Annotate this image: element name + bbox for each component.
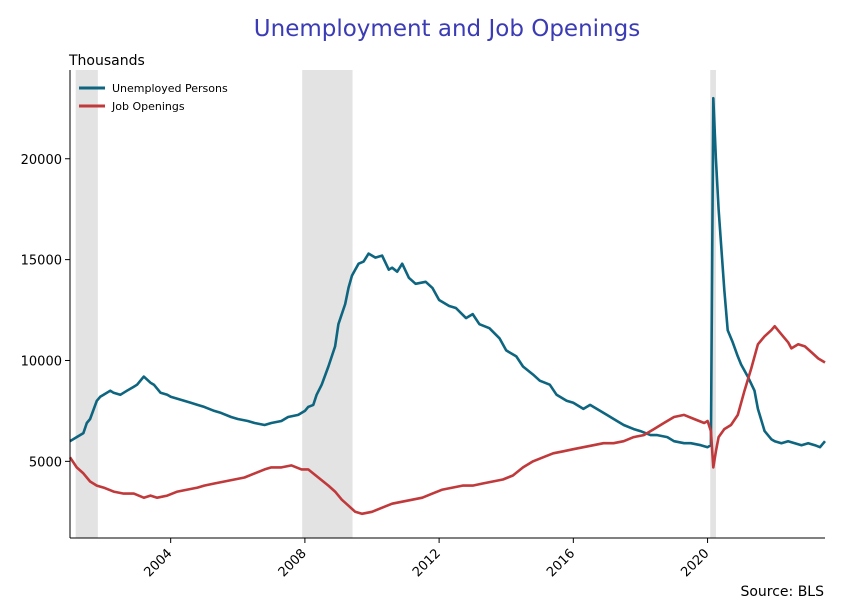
chart-title: Unemployment and Job Openings — [254, 16, 640, 42]
source-note: Source: BLS — [740, 584, 824, 600]
series-line-job-openings — [68, 324, 826, 516]
x-tick-label: 2016 — [544, 546, 578, 580]
legend-label-job-openings: Job Openings — [111, 100, 185, 113]
y-tick-label: 5000 — [29, 455, 62, 470]
legend-label-unemployed: Unemployed Persons — [112, 82, 228, 95]
recession-shading — [75, 70, 716, 538]
y-tick-label: 20000 — [21, 153, 62, 168]
axes — [69, 70, 825, 539]
series-line-unemployed-persons — [69, 96, 826, 449]
series-lines — [68, 96, 826, 516]
x-tick-label: 2004 — [141, 546, 175, 580]
legend: Unemployed Persons Job Openings — [79, 82, 228, 113]
x-ticks: 2004 2008 2012 2016 2020 — [141, 538, 712, 580]
x-tick-label: 2012 — [410, 546, 444, 580]
x-tick-label: 2020 — [678, 546, 712, 580]
x-tick-label: 2008 — [276, 546, 310, 580]
recession-band-1 — [75, 70, 98, 538]
y-tick-label: 15000 — [21, 254, 62, 269]
y-axis-unit-label: Thousands — [68, 53, 145, 69]
y-tick-label: 10000 — [21, 354, 62, 369]
y-ticks: 5000 10000 15000 20000 — [21, 153, 70, 470]
